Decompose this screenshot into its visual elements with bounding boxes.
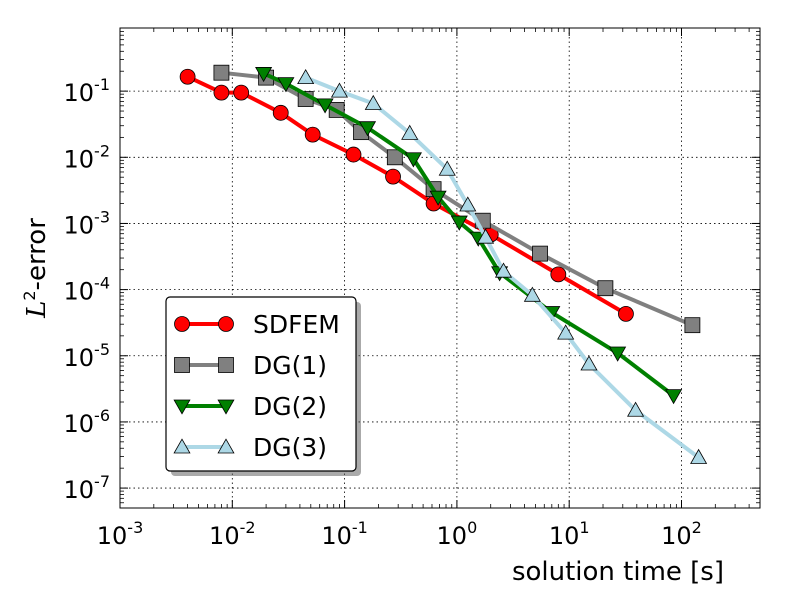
x-tick-label: 101 — [549, 518, 590, 550]
series-dg-3 — [297, 68, 708, 464]
data-point-dg-3 — [364, 94, 382, 110]
data-point-sdfem — [213, 84, 230, 101]
legend-label: SDFEM — [253, 310, 340, 339]
ticks — [119, 28, 760, 508]
y-tick-label: 10-6 — [64, 406, 111, 438]
legend-marker — [174, 316, 190, 332]
x-tick-label: 10-3 — [97, 518, 144, 550]
legend-box — [165, 296, 357, 472]
data-point-sdfem — [385, 168, 401, 185]
data-point-dg-3 — [459, 196, 477, 212]
data-point-dg-3 — [438, 160, 456, 176]
legend-entry-dg-3: DG(3) — [173, 433, 327, 462]
data-point-sdfem — [550, 266, 567, 283]
legend-label: DG(1) — [253, 351, 327, 380]
x-axis-label: solution time [s] — [512, 557, 724, 587]
data-point-sdfem — [618, 305, 634, 322]
data-point-dg-1 — [386, 149, 403, 166]
data-point-dg-3 — [580, 355, 598, 371]
x-tick-label: 10-2 — [209, 518, 256, 550]
data-point-dg-3 — [557, 324, 575, 340]
y-axis-label: L2-error — [20, 218, 52, 319]
data-point-dg-2 — [404, 152, 422, 168]
data-point-dg-3 — [297, 68, 315, 85]
data-point-sdfem — [233, 84, 250, 101]
data-point-dg-3 — [494, 262, 513, 278]
legend-marker — [173, 438, 191, 454]
legend-marker — [218, 316, 234, 332]
series-layer — [179, 64, 708, 464]
data-point-sdfem — [272, 104, 289, 121]
y-tick-label: 10-7 — [64, 472, 111, 504]
y-tick-label: 10-4 — [64, 274, 111, 306]
data-point-dg-2 — [609, 346, 627, 362]
data-point-dg-1 — [684, 317, 701, 334]
data-point-dg-3 — [690, 448, 708, 464]
data-point-dg-2 — [358, 121, 377, 137]
legend-marker — [217, 438, 235, 454]
data-point-dg-2 — [316, 98, 334, 114]
legend-marker — [174, 357, 190, 373]
data-point-dg-2 — [450, 215, 468, 231]
legend-marker — [217, 399, 235, 415]
data-point-sdfem — [304, 126, 321, 143]
data-point-dg-1 — [597, 280, 614, 297]
data-point-sdfem — [345, 146, 362, 163]
x-tick-label: 102 — [661, 518, 702, 550]
tick-labels: 10-3 10-2 10-1 100 101 102 10-7 10-6 10-5 10-4 10-… — [64, 75, 702, 550]
data-point-dg-2 — [665, 389, 683, 405]
legend-marker — [218, 357, 234, 373]
legend-entry-dg-1: DG(1) — [174, 351, 327, 380]
data-point-dg-2 — [255, 67, 273, 83]
x-tick-label: 100 — [437, 518, 478, 550]
data-point-sdfem — [179, 68, 196, 85]
data-point-dg-3 — [401, 124, 419, 140]
y-tick-label: 10-2 — [64, 141, 111, 173]
data-point-dg-1 — [213, 64, 230, 81]
series-dg-2 — [255, 67, 683, 405]
y-tick-label: 10-5 — [64, 340, 111, 372]
legend-entry-dg-2: DG(2) — [173, 392, 327, 421]
data-point-dg-3 — [523, 286, 541, 302]
legend-label: DG(2) — [253, 392, 327, 421]
data-point-dg-2 — [429, 190, 447, 206]
series-sdfem — [179, 68, 634, 322]
legend: SDFEM DG(1) DG(2) DG(3) — [165, 296, 361, 476]
data-point-dg-3 — [330, 82, 349, 98]
legend-entry-sdfem: SDFEM — [174, 310, 340, 339]
y-tick-label: 10-1 — [64, 75, 111, 107]
x-tick-label: 10-1 — [321, 518, 368, 550]
legend-marker — [173, 399, 191, 415]
y-tick-label: 10-3 — [64, 207, 111, 239]
plot-area-frame — [119, 27, 761, 509]
legend-label: DG(3) — [253, 433, 327, 462]
data-point-dg-2 — [277, 77, 295, 93]
data-point-dg-3 — [477, 228, 495, 244]
data-point-dg-3 — [627, 401, 645, 417]
data-point-dg-1 — [532, 245, 548, 262]
